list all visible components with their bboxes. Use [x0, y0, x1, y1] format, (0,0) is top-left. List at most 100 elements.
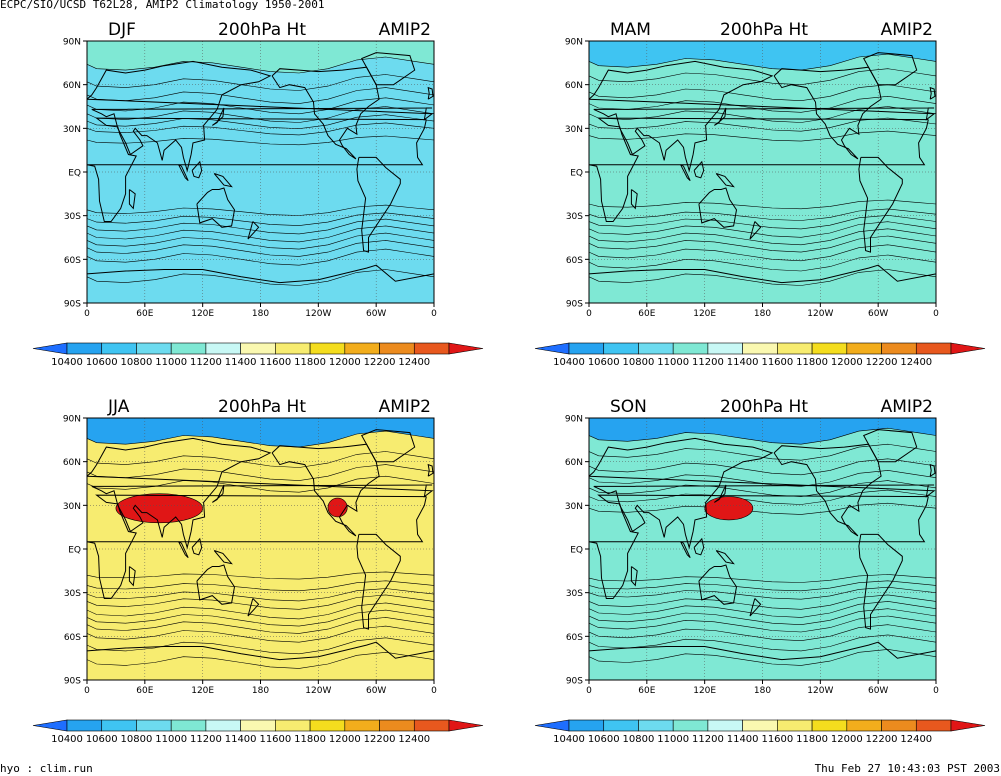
lat-label: EQ [570, 546, 583, 556]
colorbar-label: 12200 [866, 734, 898, 745]
lat-label: 30N [565, 502, 583, 512]
colorbar-label: 11000 [657, 734, 689, 745]
colorbar-swatch [568, 342, 605, 355]
colorbar-swatch [66, 342, 103, 355]
colorbar-high-arrow [950, 342, 986, 355]
coastline-new-guinea [213, 173, 233, 188]
coastline-borneo [191, 160, 203, 179]
contour-line [589, 574, 936, 583]
colorbar-label: 11400 [727, 357, 759, 368]
coastline-madagascar [128, 189, 136, 210]
model-title: AMIP2 [881, 397, 933, 417]
season-title: MAM [610, 20, 651, 40]
colorbar-swatch [672, 719, 709, 732]
colorbar-label: 10800 [121, 734, 153, 745]
coastline-sumatra [178, 541, 189, 559]
colorbar-swatch [275, 342, 311, 355]
contour-line [589, 214, 936, 230]
colorbar-swatch [170, 719, 207, 732]
lon-label: 120W [807, 686, 833, 696]
contour-line [87, 122, 434, 136]
colorbar-label: 10800 [623, 734, 655, 745]
lon-label: 60E [136, 686, 153, 696]
coastline-antarctica [87, 641, 434, 661]
coastline-britain [427, 86, 434, 100]
coastline-madagascar [630, 189, 638, 210]
colorbar-label: 11800 [796, 357, 828, 368]
contour-line [589, 68, 936, 86]
coastline-japan [714, 107, 727, 126]
coastline-antarctica [589, 641, 936, 661]
lat-label: 90N [565, 38, 583, 48]
coastline-south-america [858, 156, 903, 253]
contour-line [589, 601, 936, 618]
colorbar-swatch [344, 342, 380, 355]
colorbar-label: 11600 [761, 357, 793, 368]
season-title: SON [610, 397, 647, 417]
lat-label: 90N [63, 415, 81, 425]
coastline-new-zealand [749, 598, 762, 617]
colorbar-label: 12000 [329, 734, 361, 745]
contour-band [87, 431, 434, 680]
colorbar-swatch [811, 719, 848, 732]
colorbar-label: 10800 [121, 357, 153, 368]
contour-line [589, 427, 936, 445]
lon-label: 120W [305, 686, 331, 696]
lat-label: 30S [64, 212, 81, 222]
colorbar-swatch [707, 719, 743, 732]
colorbar-swatch [379, 342, 415, 355]
coastline-north-america [271, 443, 380, 537]
colorbar-label: 12200 [364, 734, 396, 745]
colorbar-label: 11000 [155, 734, 187, 745]
lat-label: EQ [570, 169, 583, 179]
coastline-japan [714, 484, 727, 503]
coastline-sumatra [178, 164, 189, 182]
model-title: AMIP2 [881, 20, 933, 40]
contour-line [87, 248, 434, 266]
lon-label: 0 [586, 309, 592, 319]
contour-line [87, 602, 434, 620]
colorbar-swatch [205, 719, 241, 732]
colorbar-low-arrow [534, 342, 570, 355]
contour-line [589, 649, 936, 666]
contour-line [87, 97, 434, 115]
colorbar-swatch [205, 342, 241, 355]
coastline-africa [589, 117, 929, 222]
colorbar-label: 12200 [364, 357, 396, 368]
colorbar-swatch [309, 719, 346, 732]
contour-line [87, 580, 434, 592]
colorbar-label: 10800 [623, 357, 655, 368]
coastline-new-guinea [715, 550, 735, 565]
contour-line [87, 451, 434, 468]
colorbar-swatch [413, 719, 450, 732]
lat-label: 60N [63, 458, 81, 468]
colorbar-label: 11800 [294, 357, 326, 368]
coastline-greenland [862, 52, 918, 86]
coastline-australia [196, 187, 236, 228]
coastline-sumatra [680, 541, 691, 559]
colorbar-swatch [413, 342, 450, 355]
colorbar-swatch [568, 719, 605, 732]
closed-high-contour [704, 496, 754, 521]
lat-label: 90N [565, 415, 583, 425]
coastline-africa [589, 494, 929, 599]
contour-line [87, 204, 434, 216]
contour-line [589, 208, 936, 221]
coastline-new-guinea [715, 173, 735, 188]
variable-title: 200hPa Ht [720, 20, 808, 40]
footer-left: hyo : clim.run [0, 762, 93, 775]
contour-line [87, 651, 434, 669]
colorbar-swatch [915, 342, 952, 355]
colorbar-swatch [66, 719, 103, 732]
lat-label: 90S [64, 677, 81, 687]
colorbar-swatch [101, 719, 137, 732]
colorbar-swatch [638, 719, 674, 732]
season-title: JJA [107, 397, 130, 417]
colorbar-label: 10600 [86, 734, 118, 745]
colorbar-swatch [881, 719, 917, 732]
colorbar-swatch [846, 342, 882, 355]
coastline-greenland [862, 429, 918, 463]
colorbar-label: 10600 [588, 734, 620, 745]
